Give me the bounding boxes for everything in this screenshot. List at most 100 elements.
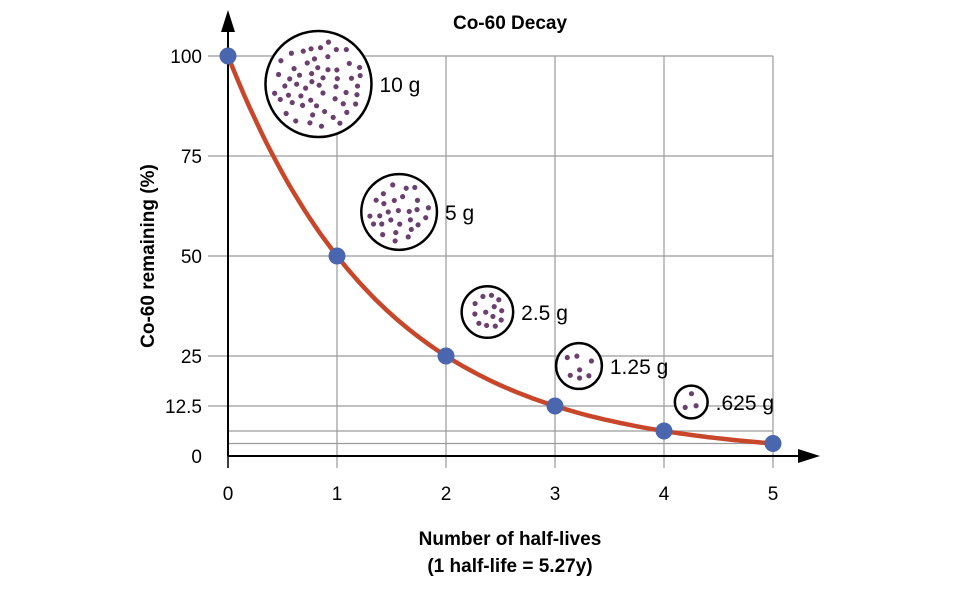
atom-dot [476, 320, 482, 326]
atom-dot [407, 217, 414, 223]
atom-dot [291, 66, 297, 72]
y-tick-label: 100 [170, 47, 202, 68]
y-tick-label: 75 [181, 147, 202, 168]
atom-dot [403, 185, 409, 191]
atom-dot [423, 215, 429, 221]
atom-dot [310, 112, 316, 118]
sample-illustrations: 10 g 5 g 2.5 g 1.25 g .625 g [264, 29, 774, 420]
atom-dot [425, 205, 431, 211]
atom-dot [332, 96, 338, 102]
sample-circle [554, 341, 604, 391]
atom-dot [282, 83, 288, 89]
x-axis-label: Number of half-lives [419, 529, 602, 550]
atom-dot [278, 58, 284, 64]
atom-dot [343, 89, 349, 96]
data-point [328, 247, 346, 265]
atom-dot [414, 207, 420, 213]
atom-dot [340, 101, 346, 107]
atom-dot [393, 229, 399, 236]
sample-1: 5 g [360, 172, 474, 252]
data-point [219, 47, 237, 65]
x-tick-label: 0 [223, 484, 234, 505]
atom-dot [353, 101, 359, 107]
atom-dot [484, 322, 490, 329]
atom-dot [377, 213, 383, 219]
atom-dot [380, 191, 386, 197]
atom-dot [317, 45, 324, 51]
atom-dot [348, 75, 355, 81]
atom-dot [309, 79, 315, 85]
atom-dot [294, 81, 300, 87]
atom-dot [354, 83, 361, 89]
atom-dot [415, 222, 421, 228]
sample-4: .625 g [673, 384, 774, 420]
atom-dot [343, 46, 349, 53]
atom-dot [275, 71, 282, 78]
atom-dot [337, 120, 343, 126]
atom-dot [330, 114, 336, 120]
atom-dot [496, 297, 502, 303]
atom-dot [334, 76, 340, 82]
atom-dot [373, 197, 379, 203]
atom-dot [308, 97, 314, 103]
atom-dot [392, 238, 398, 244]
atom-dot [381, 201, 387, 207]
atom-dot [313, 103, 320, 109]
atom-dot [318, 123, 325, 129]
atom-dot [304, 60, 310, 66]
atom-dot [293, 118, 299, 124]
atom-dot [316, 82, 322, 88]
x-tick-label: 2 [441, 484, 452, 505]
atom-dot [472, 311, 478, 317]
decay-curve [225, 55, 774, 446]
atom-dot [574, 353, 580, 359]
atom-dot [303, 85, 309, 91]
atom-dot [499, 308, 505, 314]
atom-dot [283, 110, 289, 117]
atom-dot [320, 90, 326, 96]
atom-dot [285, 92, 292, 98]
atom-dot [333, 46, 339, 53]
sample-3: 1.25 g [554, 341, 668, 391]
y-axis-label: Co-60 remaining (%) [138, 164, 159, 348]
atom-dot [370, 221, 377, 227]
atom-dot [488, 292, 495, 298]
atom-dot [564, 354, 570, 361]
atom-dot [288, 50, 294, 56]
atom-dot [405, 234, 411, 240]
atom-dot [472, 300, 478, 307]
y-axis-label-group: Co-60 remaining (%) [138, 164, 159, 348]
atom-dot [586, 373, 592, 379]
atom-dot [289, 99, 295, 106]
atom-dot [322, 108, 328, 115]
atom-dot [480, 293, 486, 300]
atom-dot [325, 39, 332, 45]
chart-title: Co-60 Decay [453, 13, 567, 34]
atom-dot [390, 182, 396, 188]
x-tick-label: 3 [550, 484, 561, 505]
y-axis-arrow-icon [221, 10, 235, 32]
atom-dot [325, 67, 331, 73]
atom-dot [320, 75, 326, 81]
x-axis-label-sub: (1 half-life = 5.27y) [427, 556, 592, 577]
sample-0: 10 g [264, 29, 420, 139]
y-tick-label: 0 [191, 447, 202, 468]
atom-dot [307, 120, 313, 126]
atom-dot [391, 197, 397, 204]
atom-dot [356, 64, 363, 71]
atom-dot [491, 303, 497, 310]
atom-dot [354, 92, 360, 98]
atom-dot [367, 213, 373, 219]
atom-dot [388, 217, 394, 223]
atom-dot [333, 84, 339, 90]
data-point [437, 347, 455, 365]
sample-mass-label: 2.5 g [521, 302, 568, 325]
atom-dot [298, 93, 304, 99]
axes [221, 10, 820, 468]
sample-mass-label: 10 g [379, 74, 420, 97]
atom-dot [277, 96, 283, 103]
x-tick-label: 5 [768, 484, 779, 505]
sample-2: 2.5 g [460, 284, 568, 340]
atom-dot [412, 184, 418, 191]
